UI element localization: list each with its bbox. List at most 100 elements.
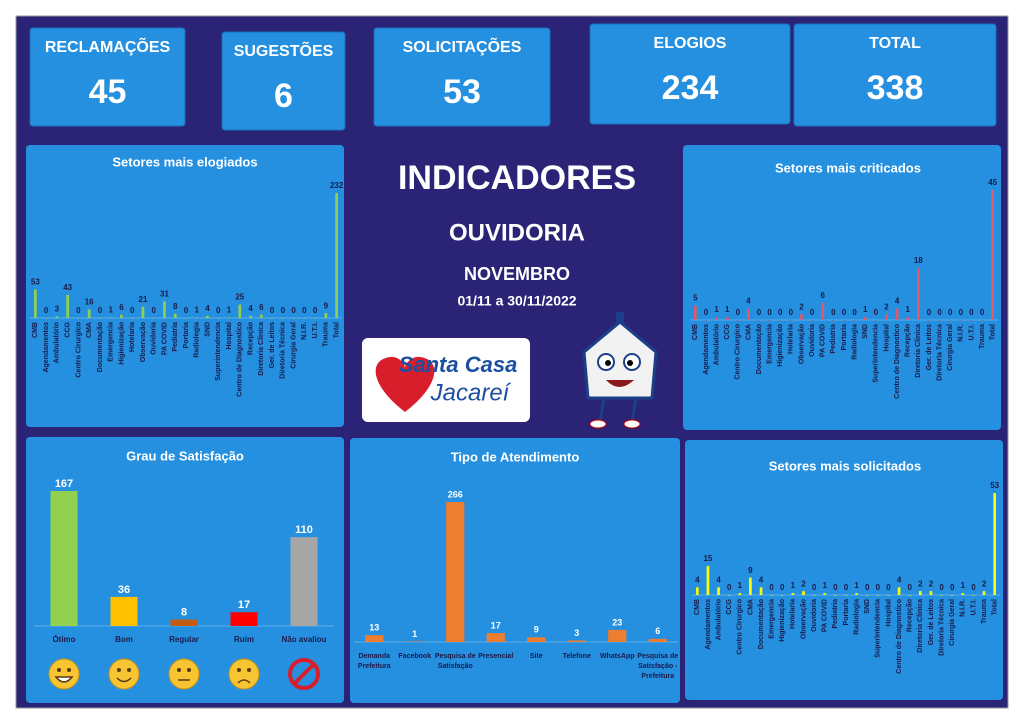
panel [685, 440, 1003, 700]
category-label: Recepção [907, 599, 914, 632]
category-label: Site [530, 653, 543, 660]
emoji-mouth [54, 676, 74, 683]
emoji-eye [177, 668, 181, 672]
category-label: Centro de Diagnostico [896, 599, 903, 674]
bar [982, 591, 986, 595]
emoji-icon [292, 662, 316, 686]
category-label: Total [333, 322, 340, 338]
category-label: Higienização [777, 324, 784, 367]
category-label: CCG [726, 598, 733, 614]
bar [706, 566, 710, 595]
bar [906, 317, 910, 320]
value-label: 0 [831, 308, 836, 317]
category-label: Documentação [97, 322, 104, 372]
bar [865, 595, 869, 596]
value-label: 0 [948, 308, 953, 317]
value-label: 0 [971, 583, 976, 592]
category-label: Diretoria Clinica [915, 324, 922, 378]
value-label: 0 [98, 306, 103, 315]
category-label: Centro Cirurgico [737, 599, 744, 655]
value-label: 6 [821, 291, 826, 300]
value-label: 0 [789, 308, 794, 317]
mascot-chimney [616, 312, 624, 324]
value-label: 0 [291, 306, 296, 315]
category-label: Radiologia [851, 324, 858, 360]
bar [405, 641, 424, 642]
bar [50, 491, 78, 626]
value-label: 0 [812, 583, 817, 592]
category-label: Não avaliou [282, 635, 327, 644]
value-label: 0 [302, 306, 307, 315]
category-label: Pesquisa de Satisfação [435, 653, 476, 670]
value-label: 0 [844, 583, 849, 592]
value-label: 16 [85, 297, 94, 306]
panel [683, 145, 1001, 430]
value-label: 0 [959, 308, 964, 317]
bar [695, 587, 699, 595]
category-label: U.T.I. [968, 324, 975, 340]
category-label: Trauma [981, 599, 988, 624]
value-label: 1 [905, 305, 910, 314]
value-label: 3 [574, 628, 579, 638]
bar [970, 320, 973, 321]
kpi-card [221, 31, 346, 131]
category-label: Documentação [756, 324, 763, 374]
bar [802, 591, 805, 595]
bar [919, 591, 922, 595]
category-label: U.T.I. [312, 322, 319, 338]
value-label: 3 [55, 304, 60, 313]
value-label: 1 [961, 581, 966, 590]
kpi-value: 45 [89, 73, 127, 111]
value-label: 0 [969, 308, 974, 317]
category-label: Ótimo [52, 635, 75, 644]
value-label: 1 [108, 306, 113, 315]
chart-title: Setores mais solicitados [769, 458, 921, 473]
value-label: 1 [227, 306, 232, 315]
bar [290, 537, 318, 626]
value-label: 1 [863, 305, 868, 314]
emoji-icon [168, 658, 200, 690]
mascot-pupil [627, 360, 633, 366]
category-label: Documentação [758, 599, 765, 649]
bar [173, 313, 177, 318]
category-label: Agendamentos [705, 599, 712, 650]
bar [895, 308, 899, 320]
category-label: Agendamentos [43, 322, 50, 373]
bar [270, 318, 274, 319]
bar [917, 268, 920, 320]
bar [791, 593, 795, 595]
value-label: 36 [118, 584, 130, 596]
kpi-label: ELOGIOS [654, 35, 727, 52]
category-label: Hospital [226, 322, 233, 350]
emoji-eye [187, 668, 191, 672]
mascot-leg [630, 397, 638, 423]
bar [961, 593, 965, 595]
category-label: Radiologia [194, 322, 201, 358]
category-label: Superintendencia [215, 322, 222, 381]
value-label: 8 [173, 302, 178, 311]
logo-text: Santa Casa [399, 352, 518, 377]
category-label: Total [992, 599, 999, 615]
value-label: 167 [55, 478, 73, 490]
value-label: 232 [330, 181, 344, 190]
category-label: Portaria [183, 322, 190, 349]
value-label: 1 [725, 305, 730, 314]
bar [855, 593, 858, 595]
value-label: 0 [76, 306, 81, 315]
bar [130, 318, 134, 319]
bar [887, 595, 890, 596]
bar [876, 595, 880, 596]
mascot-shoe [623, 419, 641, 429]
value-label: 0 [736, 308, 741, 317]
value-label: 1 [791, 581, 796, 590]
value-label: 0 [937, 308, 942, 317]
bar [823, 593, 827, 595]
value-label: 31 [160, 289, 169, 298]
bar [821, 302, 825, 320]
value-label: 4 [895, 297, 900, 306]
kpi-card [373, 27, 551, 127]
emoji-icon [48, 658, 80, 690]
category-label: CMB [32, 322, 39, 338]
category-label: Hotelaria [790, 599, 797, 629]
category-label: Trauma [979, 324, 986, 349]
